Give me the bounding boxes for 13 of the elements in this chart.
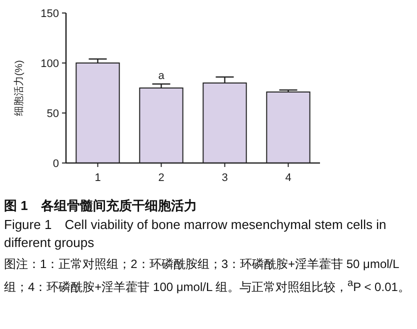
y-axis-title: 细胞活力(%): [13, 60, 25, 116]
x-tick-label: 2: [158, 172, 164, 184]
x-tick-label: 4: [285, 172, 292, 184]
y-tick-label: 150: [40, 8, 59, 20]
text: Figure 1 Cell viability of bone marrow mesenchymal stem cells in different groups: [4, 216, 388, 252]
annotation: a: [158, 70, 166, 82]
y-tick-label: 0: [52, 158, 59, 170]
x-tick-label: 3: [222, 172, 228, 184]
y-tick-label: 100: [40, 58, 59, 70]
text: 图注：1：正常对照组；2：环磷酰胺组；3：环磷酰胺+淫羊藿苷 50 μmol/L 组；4：环磷酰胺+淫羊藿苷 100 μmol/L 组。与正常对照组比较，$^{a}$P < 0.01。: [4, 256, 411, 296]
x-tick-label: 1: [94, 172, 101, 184]
y-tick-label: 50: [46, 108, 59, 120]
text: 图 1 各组骨髓间充质干细胞活力: [4, 197, 198, 215]
